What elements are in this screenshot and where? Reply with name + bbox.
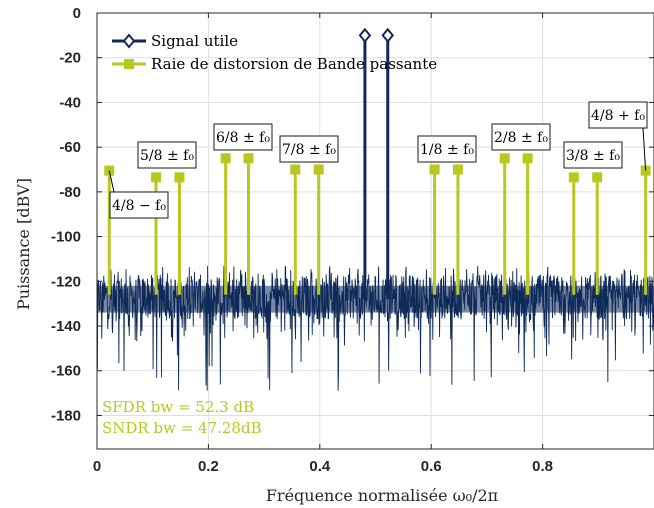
annotation-box: [563, 141, 623, 169]
spur-marker: [151, 172, 162, 183]
signal-marker: [381, 27, 395, 43]
x-tick-label: 0.8: [532, 458, 553, 475]
plot-area: [97, 13, 654, 449]
x-axis-label: Fréquence normalisée ω₀/2π: [266, 486, 498, 505]
legend: Signal utile Raie de distorsion de Bande …: [112, 32, 437, 73]
y-tick-label: -160: [51, 363, 81, 380]
spur-marker: [429, 164, 440, 175]
y-axis-label: Puissance [dBV]: [14, 178, 33, 310]
annotation-label: 5/8 ± f₀: [140, 148, 194, 164]
legend-marker-spur: [124, 59, 134, 69]
legend-label-signal: Signal utile: [151, 32, 238, 50]
spur-marker: [313, 164, 324, 175]
metrics-text: SFDR bw = 52.3 dB SNDR bw = 47.28dB: [102, 398, 262, 437]
annotation-label: 4/8 + f₀: [591, 108, 645, 124]
spur-marker: [174, 172, 185, 183]
signal-peaks: [358, 27, 395, 300]
annotation-label: 2/8 ± f₀: [494, 130, 548, 146]
spur-annotations: 4/8 − f₀ 5/8 ± f₀ 6/8 ± f₀ 7/8 ± f₀ 1/8 ± f₀…: [108, 101, 648, 219]
annotation-box: [417, 135, 477, 163]
spur-marker: [499, 153, 510, 164]
y-tick-label: 0: [73, 5, 81, 22]
y-tick-label: -100: [51, 229, 81, 246]
annotation-box: [137, 141, 197, 169]
axis-ticks: 0 0.2 0.4 0.6 0.8 0 -20 -40 -60 -80 -100 -120 -140 -1…: [51, 5, 654, 475]
spur-marker: [592, 172, 603, 183]
spur-marker: [220, 153, 231, 164]
legend-marker-signal: [122, 33, 136, 49]
annotation-box: [279, 135, 339, 163]
x-tick-label: 0: [93, 458, 101, 475]
y-tick-label: -140: [51, 318, 81, 335]
annotation-box: [491, 123, 551, 151]
spur-marker: [452, 164, 463, 175]
y-tick-label: -60: [59, 139, 81, 156]
y-tick-label: -20: [59, 50, 81, 67]
spur-marker: [568, 172, 579, 183]
x-tick-label: 0.4: [309, 458, 331, 475]
annotation-box: [588, 101, 648, 129]
metric-label: SNDR bw = 47.28dB: [102, 419, 262, 437]
distortion-spurs: [104, 153, 651, 295]
annotation-label: 3/8 ± f₀: [566, 148, 620, 164]
y-tick-label: -80: [59, 184, 81, 201]
y-tick-label: -40: [59, 94, 81, 111]
spur-marker: [243, 153, 254, 164]
annotation-leader: [108, 170, 115, 193]
noise-floor: [97, 265, 654, 391]
plot-frame: [96, 12, 654, 450]
noise-band: [97, 285, 654, 313]
y-tick-label: -120: [51, 273, 81, 290]
legend-label-spur: Raie de distorsion de Bande passante: [151, 55, 437, 73]
annotation-label: 4/8 − f₀: [112, 198, 166, 214]
spur-marker: [290, 164, 301, 175]
metric-label: SFDR bw = 52.3 dB: [102, 398, 254, 416]
annotation-label: 6/8 ± f₀: [216, 130, 270, 146]
y-tick-label: -180: [51, 407, 81, 424]
annotation-label: 1/8 ± f₀: [420, 142, 474, 158]
spur-marker: [522, 153, 533, 164]
annotation-box: [109, 191, 169, 219]
annotation-box: [213, 123, 273, 151]
x-tick-label: 0.2: [198, 458, 219, 475]
annotation-leader: [642, 127, 647, 171]
signal-marker: [358, 27, 372, 43]
annotation-label: 7/8 ± f₀: [282, 142, 336, 158]
x-tick-label: 0.6: [421, 458, 442, 475]
